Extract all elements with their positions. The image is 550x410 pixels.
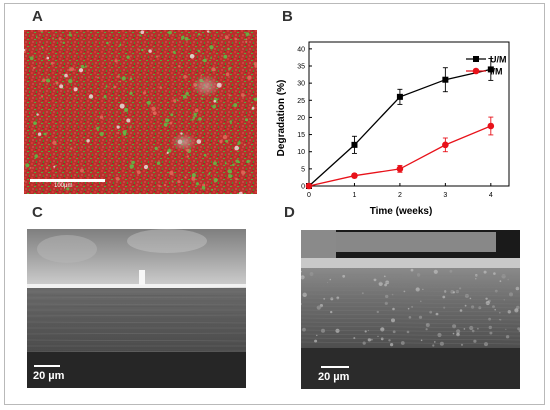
x-tick-label: 0 xyxy=(307,192,311,199)
y-axis-label: Degradation (%) xyxy=(276,80,287,157)
plot-area xyxy=(308,41,510,187)
legend-label: U/M xyxy=(490,55,507,65)
panel-label-a: A xyxy=(32,8,43,25)
panel-c-sem-image: 20 µm xyxy=(27,229,246,388)
x-tick-label: 4 xyxy=(489,192,493,199)
y-tick-label: 10 xyxy=(297,149,305,156)
data-point xyxy=(487,122,495,130)
legend-label: I/M xyxy=(490,67,503,77)
scale-bar xyxy=(30,179,105,182)
data-point xyxy=(305,182,313,190)
data-point xyxy=(351,141,358,148)
x-tick-label: 1 xyxy=(353,192,357,199)
panel-label-d: D xyxy=(284,204,295,221)
data-point xyxy=(396,93,403,100)
scale-bar-label: 20 µm xyxy=(318,371,350,383)
panel-a-micrograph: 100µm xyxy=(24,30,257,194)
figure-frame xyxy=(4,3,545,405)
y-tick-label: 20 xyxy=(297,115,305,122)
panel-label-b: B xyxy=(282,8,293,25)
x-tick-label: 3 xyxy=(443,192,447,199)
data-point xyxy=(487,66,494,73)
chart-axes xyxy=(308,41,510,187)
y-tick-label: 40 xyxy=(297,46,305,53)
data-point xyxy=(396,165,404,173)
x-axis-label: Time (weeks) xyxy=(370,206,433,217)
x-tick-label: 2 xyxy=(398,192,402,199)
legend-marker xyxy=(473,56,479,62)
y-tick-label: 30 xyxy=(297,81,305,88)
scale-bar xyxy=(34,365,60,367)
y-tick-label: 15 xyxy=(297,132,305,139)
y-tick-label: 35 xyxy=(297,64,305,71)
series-line-i-m xyxy=(308,125,492,187)
y-tick-label: 0 xyxy=(301,184,305,191)
data-point xyxy=(442,76,449,83)
data-point xyxy=(351,172,358,180)
sem-image-d xyxy=(301,230,520,389)
panel-d-sem-image: 20 µm xyxy=(301,230,520,389)
panel-label-c: C xyxy=(32,204,43,221)
y-tick-label: 25 xyxy=(297,98,305,105)
panel-b-chart: 0 1 2 3 4 0 5 10 15 20 25 30 35 40 U/M I/M Time (weeks… xyxy=(266,24,536,222)
legend-marker xyxy=(472,67,480,75)
sem-image-c xyxy=(27,229,246,388)
scale-bar-label: 100µm xyxy=(54,183,73,189)
data-point xyxy=(442,141,449,149)
y-tick-label: 5 xyxy=(301,166,305,173)
scale-bar-label: 20 µm xyxy=(33,370,65,382)
scale-bar xyxy=(321,366,349,368)
micrograph-image xyxy=(24,30,257,194)
